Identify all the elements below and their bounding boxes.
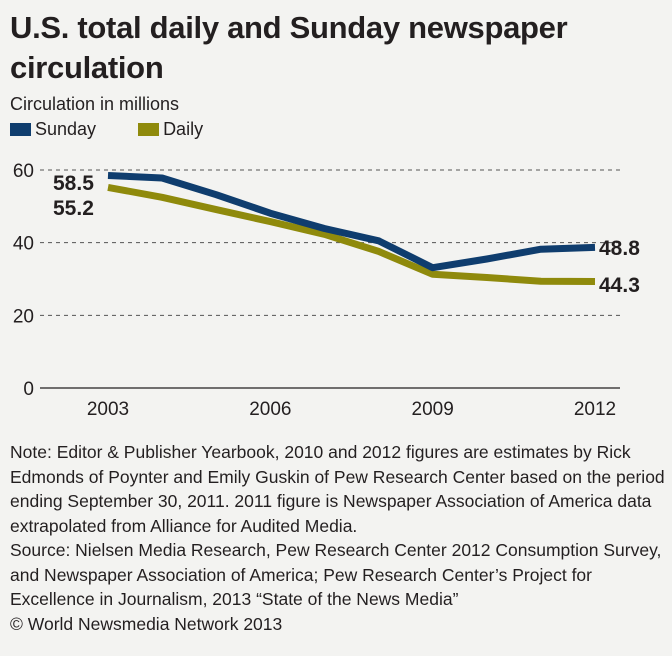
legend-swatch-daily — [138, 122, 160, 136]
y-tick-label-0: 0 — [23, 379, 34, 400]
legend: Sunday Daily — [10, 117, 245, 141]
legend-label-sunday: Sunday — [35, 119, 97, 139]
legend-swatch-sunday — [10, 122, 31, 136]
x-tick-label-2003: 2003 — [87, 399, 129, 420]
series-line-sunday — [107, 172, 596, 272]
legend-label-daily: Daily — [163, 119, 204, 139]
y-tick-label-40: 40 — [13, 234, 34, 255]
legend-item-daily: Daily — [138, 117, 203, 141]
data-label-sunday-start: 58.5 — [53, 172, 94, 195]
y-axis-label: Circulation in millions — [10, 94, 180, 114]
line-chart: 0 20 40 60 2003 2006 2009 2012 58.5 48.8 55.2 44.3 — [13, 161, 640, 420]
x-tick-label-2009: 2009 — [412, 399, 454, 420]
note-and-source: Note: Editor & Publisher Yearbook, 2010 … — [10, 442, 665, 634]
data-label-daily-end: 44.3 — [599, 274, 640, 297]
legend-item-sunday: Sunday — [10, 117, 96, 141]
x-tick-label-2012: 2012 — [574, 399, 616, 420]
x-tick-label-2006: 2006 — [249, 399, 291, 420]
y-tick-label-20: 20 — [13, 306, 34, 327]
data-label-sunday-end: 48.8 — [599, 237, 640, 260]
data-label-daily-start: 55.2 — [53, 197, 94, 220]
chart-title: U.S. total daily and Sunday newspaper ci… — [10, 10, 568, 85]
y-tick-label-60: 60 — [13, 161, 34, 182]
series-line-daily — [107, 183, 596, 285]
